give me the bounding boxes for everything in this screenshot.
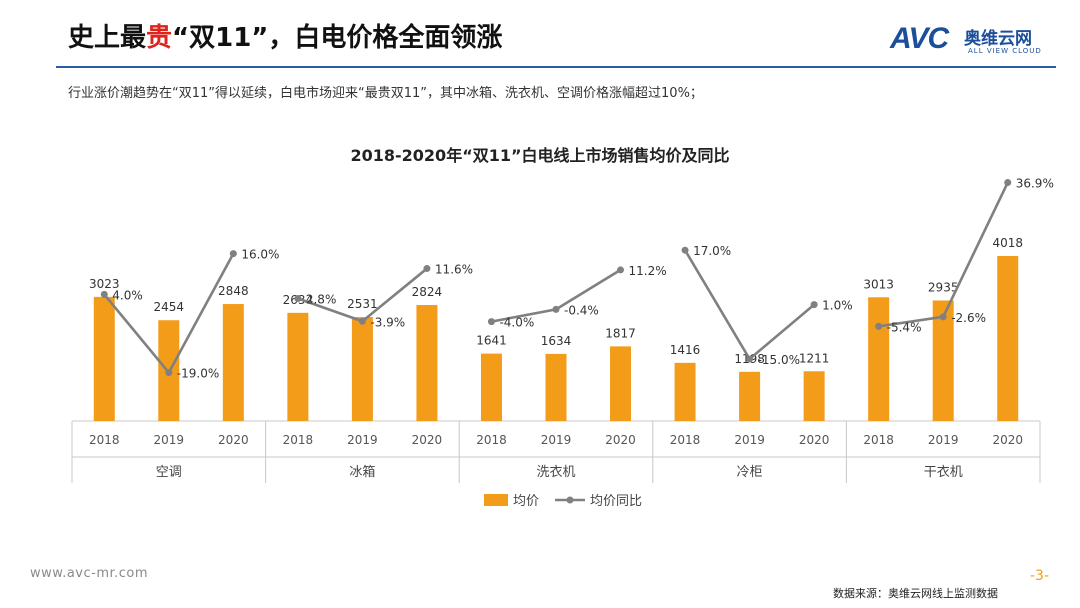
x-tick-year: 2019 bbox=[734, 433, 765, 447]
yoy-value-label: 4.0% bbox=[112, 288, 142, 302]
x-tick-year: 2018 bbox=[89, 433, 120, 447]
bar-value-label: 1416 bbox=[670, 343, 701, 357]
yoy-value-label: -5.4% bbox=[887, 320, 922, 334]
yoy-point bbox=[100, 290, 108, 298]
yoy-value-label: 17.0% bbox=[693, 244, 731, 258]
bar-空调-2018 bbox=[93, 296, 115, 421]
bar-value-label: 2824 bbox=[412, 285, 443, 299]
x-tick-year: 2020 bbox=[218, 433, 249, 447]
bar-干衣机-2019 bbox=[932, 300, 954, 421]
yoy-value-label: 16.0% bbox=[241, 248, 279, 262]
x-group-label: 洗衣机 bbox=[536, 464, 575, 480]
yoy-value-label: -3.9% bbox=[370, 315, 405, 329]
yoy-point bbox=[939, 313, 947, 321]
bar-value-label: 1634 bbox=[541, 334, 572, 348]
x-group-label: 冰箱 bbox=[349, 464, 375, 480]
bar-value-label: 1211 bbox=[799, 351, 830, 365]
x-tick-year: 2019 bbox=[541, 433, 572, 447]
yoy-value-label: -4.0% bbox=[499, 316, 534, 330]
chart-legend: 均价 均价同比 bbox=[484, 494, 642, 509]
legend-line-label: 均价同比 bbox=[590, 494, 642, 509]
x-group-label: 冷柜 bbox=[737, 465, 763, 480]
bar-value-label: 2848 bbox=[218, 284, 249, 298]
bar-洗衣机-2018 bbox=[480, 353, 502, 421]
yoy-point bbox=[1004, 179, 1012, 187]
title-highlight: 贵 bbox=[146, 23, 173, 53]
title-prefix: 史上最 bbox=[68, 23, 147, 53]
yoy-line-洗衣机 bbox=[491, 268, 622, 323]
yoy-value-label: 1.0% bbox=[822, 299, 853, 313]
bar-洗衣机-2020 bbox=[610, 346, 632, 421]
bar-value-label: 3013 bbox=[863, 277, 894, 291]
x-group-label: 空调 bbox=[156, 465, 182, 480]
x-tick-year: 2020 bbox=[992, 433, 1023, 447]
subtitle-text: 行业涨价潮趋势在“双11”得以延续，白电市场迎来“最贵双11”，其中冰箱、洗衣机… bbox=[68, 86, 703, 101]
bar-冰箱-2020 bbox=[416, 305, 438, 421]
yoy-point bbox=[810, 301, 818, 309]
bar-value-label: 4018 bbox=[992, 236, 1023, 250]
bar-空调-2020 bbox=[222, 304, 244, 421]
bar-冰箱-2018 bbox=[287, 312, 309, 421]
chart-title: 2018-2020年“双11”白电线上市场销售均价及同比 bbox=[350, 146, 729, 165]
legend-bar-swatch bbox=[484, 494, 508, 506]
bar-value-label: 1641 bbox=[476, 334, 507, 348]
bar-value-label: 3023 bbox=[89, 277, 120, 291]
yoy-point bbox=[617, 266, 625, 274]
logo-en-text: ALL VIEW CLOUD bbox=[968, 47, 1042, 55]
bar-value-label: 1817 bbox=[605, 326, 636, 340]
bar-value-label: 2531 bbox=[347, 297, 378, 311]
x-tick-year: 2018 bbox=[863, 433, 894, 447]
bar-value-label: 2935 bbox=[928, 280, 959, 294]
yoy-value-label: 2.8% bbox=[306, 292, 337, 306]
yoy-point bbox=[358, 317, 366, 325]
x-tick-year: 2018 bbox=[283, 433, 314, 447]
x-tick-year: 2020 bbox=[799, 433, 830, 447]
legend-line-marker bbox=[566, 496, 574, 504]
bar-干衣机-2020 bbox=[997, 256, 1019, 421]
yoy-point bbox=[875, 322, 883, 330]
logo-mark: AVC bbox=[890, 22, 949, 55]
yoy-value-label: 36.9% bbox=[1016, 177, 1054, 191]
yoy-point bbox=[229, 250, 237, 258]
yoy-value-label: -0.4% bbox=[564, 303, 599, 317]
x-tick-year: 2020 bbox=[605, 433, 636, 447]
x-tick-year: 2018 bbox=[476, 433, 507, 447]
yoy-point bbox=[746, 355, 754, 363]
bar-干衣机-2018 bbox=[868, 297, 890, 421]
bar-洗衣机-2019 bbox=[545, 353, 567, 421]
footer-url: www.avc-mr.com bbox=[30, 566, 149, 581]
bar-冰箱-2019 bbox=[351, 317, 373, 421]
x-tick-year: 2019 bbox=[347, 433, 378, 447]
x-tick-year: 2019 bbox=[154, 433, 185, 447]
legend-bar-label: 均价 bbox=[513, 494, 539, 509]
brand-logo: AVC 奥维云网 ALL VIEW CLOUD bbox=[890, 22, 1060, 62]
bar-冷柜-2020 bbox=[803, 371, 825, 421]
bar-value-label: 2454 bbox=[154, 300, 185, 314]
bar-冷柜-2018 bbox=[674, 362, 696, 421]
yoy-value-label: -2.6% bbox=[951, 311, 986, 325]
yoy-value-label: -15.0% bbox=[758, 353, 800, 367]
x-group-label: 干衣机 bbox=[924, 464, 963, 480]
yoy-point bbox=[681, 246, 689, 254]
x-tick-year: 2018 bbox=[670, 433, 701, 447]
yoy-point bbox=[487, 318, 495, 326]
page-title: 史上最贵“双11”，白电价格全面领涨 bbox=[68, 17, 502, 54]
x-tick-year: 2019 bbox=[928, 433, 959, 447]
yoy-point bbox=[294, 294, 302, 302]
yoy-point bbox=[423, 265, 431, 273]
x-tick-year: 2020 bbox=[412, 433, 443, 447]
yoy-value-label: -19.0% bbox=[177, 367, 219, 381]
yoy-point bbox=[552, 305, 560, 313]
bar-冷柜-2019 bbox=[739, 371, 761, 421]
title-suffix: “双11”，白电价格全面领涨 bbox=[172, 23, 503, 53]
yoy-line-冷柜 bbox=[683, 249, 815, 361]
yoy-value-label: 11.6% bbox=[435, 263, 473, 277]
logo-cn-text: 奥维云网 bbox=[964, 29, 1032, 49]
yoy-point bbox=[165, 369, 173, 377]
yoy-value-label: 11.2% bbox=[629, 264, 667, 278]
header-divider bbox=[56, 66, 1056, 68]
data-source: 数据来源：奥维云网线上监测数据 bbox=[833, 587, 998, 600]
page-number: -3- bbox=[1030, 568, 1050, 584]
